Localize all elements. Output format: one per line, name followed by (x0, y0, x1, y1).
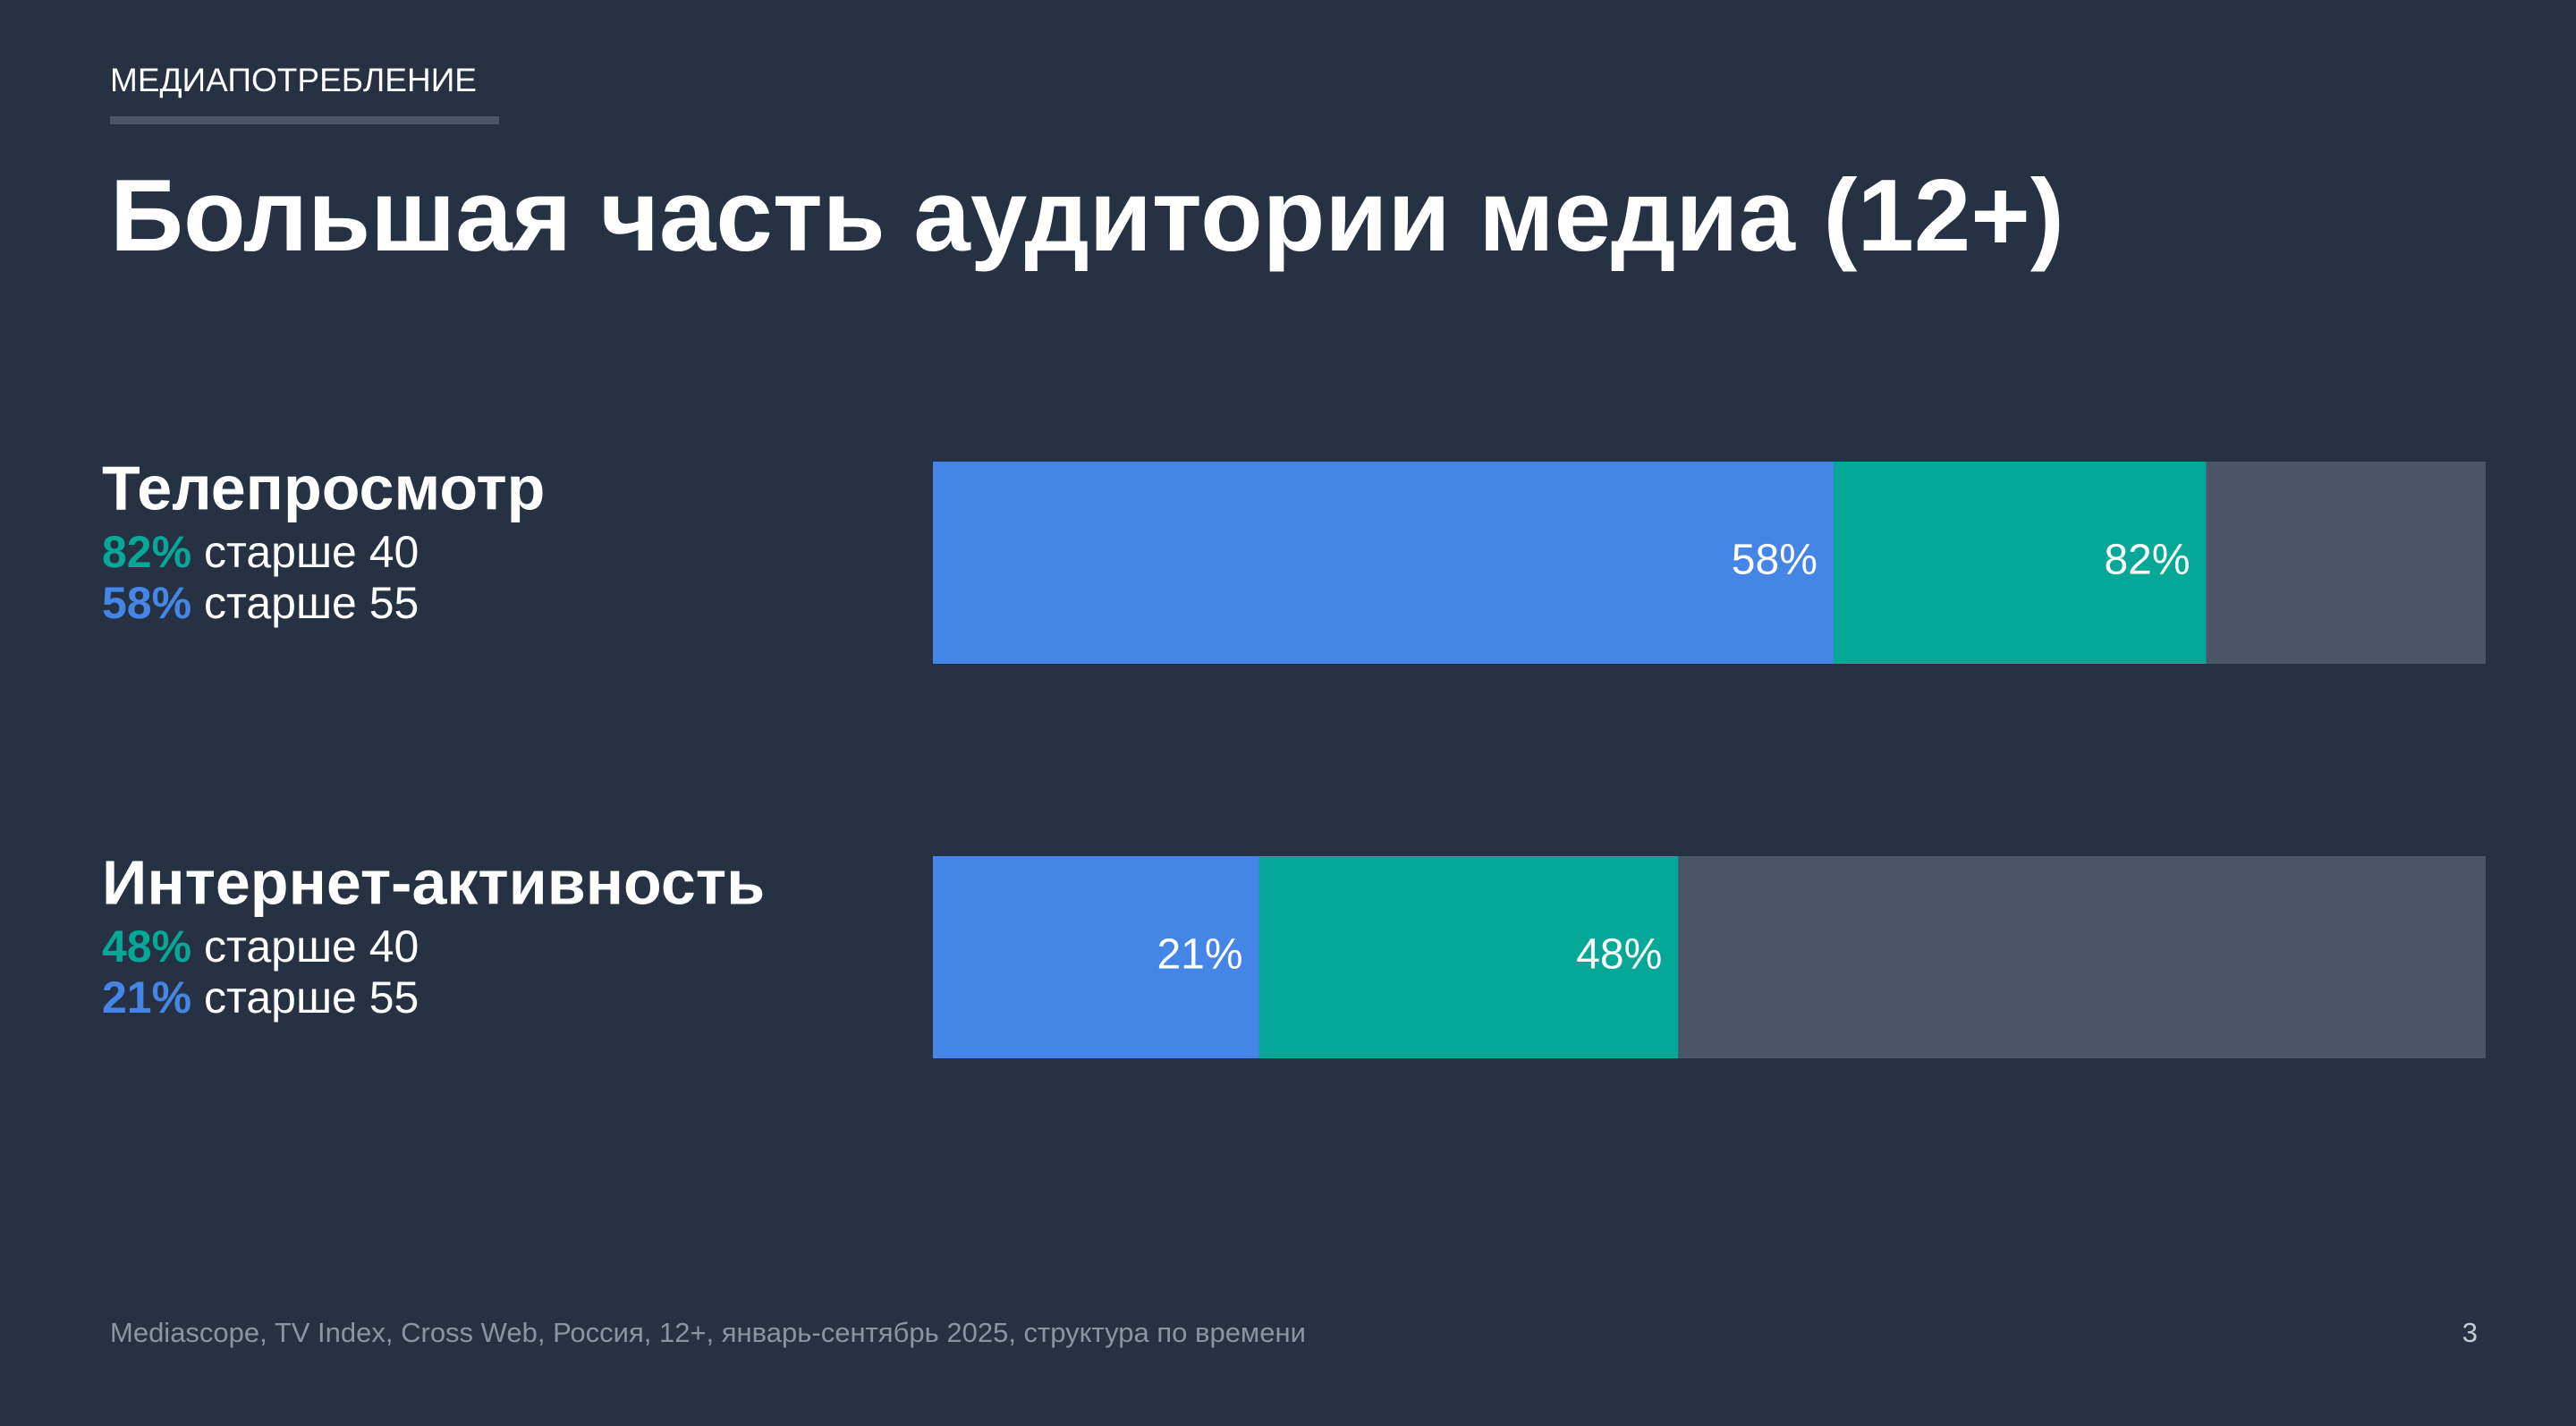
legend-name: старше 55 (204, 972, 419, 1023)
bar (933, 856, 1259, 1058)
bar-value-label: 82% (2104, 537, 2190, 584)
source-note: Mediascope, TV Index, Cross Web, Россия,… (110, 1317, 1306, 1348)
section-label: МЕДИАПОТРЕБЛЕНИЕ (110, 62, 477, 98)
section-underline (110, 116, 499, 124)
legend-value: 21% (102, 972, 191, 1023)
category-label: Интернет-активность (102, 847, 765, 917)
legend-value: 48% (102, 921, 191, 972)
legend-value: 58% (102, 578, 191, 628)
legend-line: 48% старше 40 (102, 921, 419, 972)
chart-title: Большая часть аудитории медиа (12+) (110, 159, 2064, 273)
bar-value-label: 21% (1157, 931, 1242, 979)
legend-name: старше 55 (204, 578, 419, 628)
category-label: Телепросмотр (102, 453, 545, 522)
legend-line: 21% старше 55 (102, 972, 419, 1023)
legend-name: старше 40 (204, 527, 419, 577)
bar-value-label: 48% (1576, 931, 1662, 979)
bar-value-label: 58% (1732, 537, 1818, 584)
legend-line: 58% старше 55 (102, 578, 419, 628)
legend-line: 82% старше 40 (102, 527, 419, 577)
legend-name: старше 40 (204, 921, 419, 972)
legend-value: 82% (102, 527, 191, 577)
bar (933, 462, 1834, 664)
page-number: 3 (2462, 1317, 2478, 1348)
